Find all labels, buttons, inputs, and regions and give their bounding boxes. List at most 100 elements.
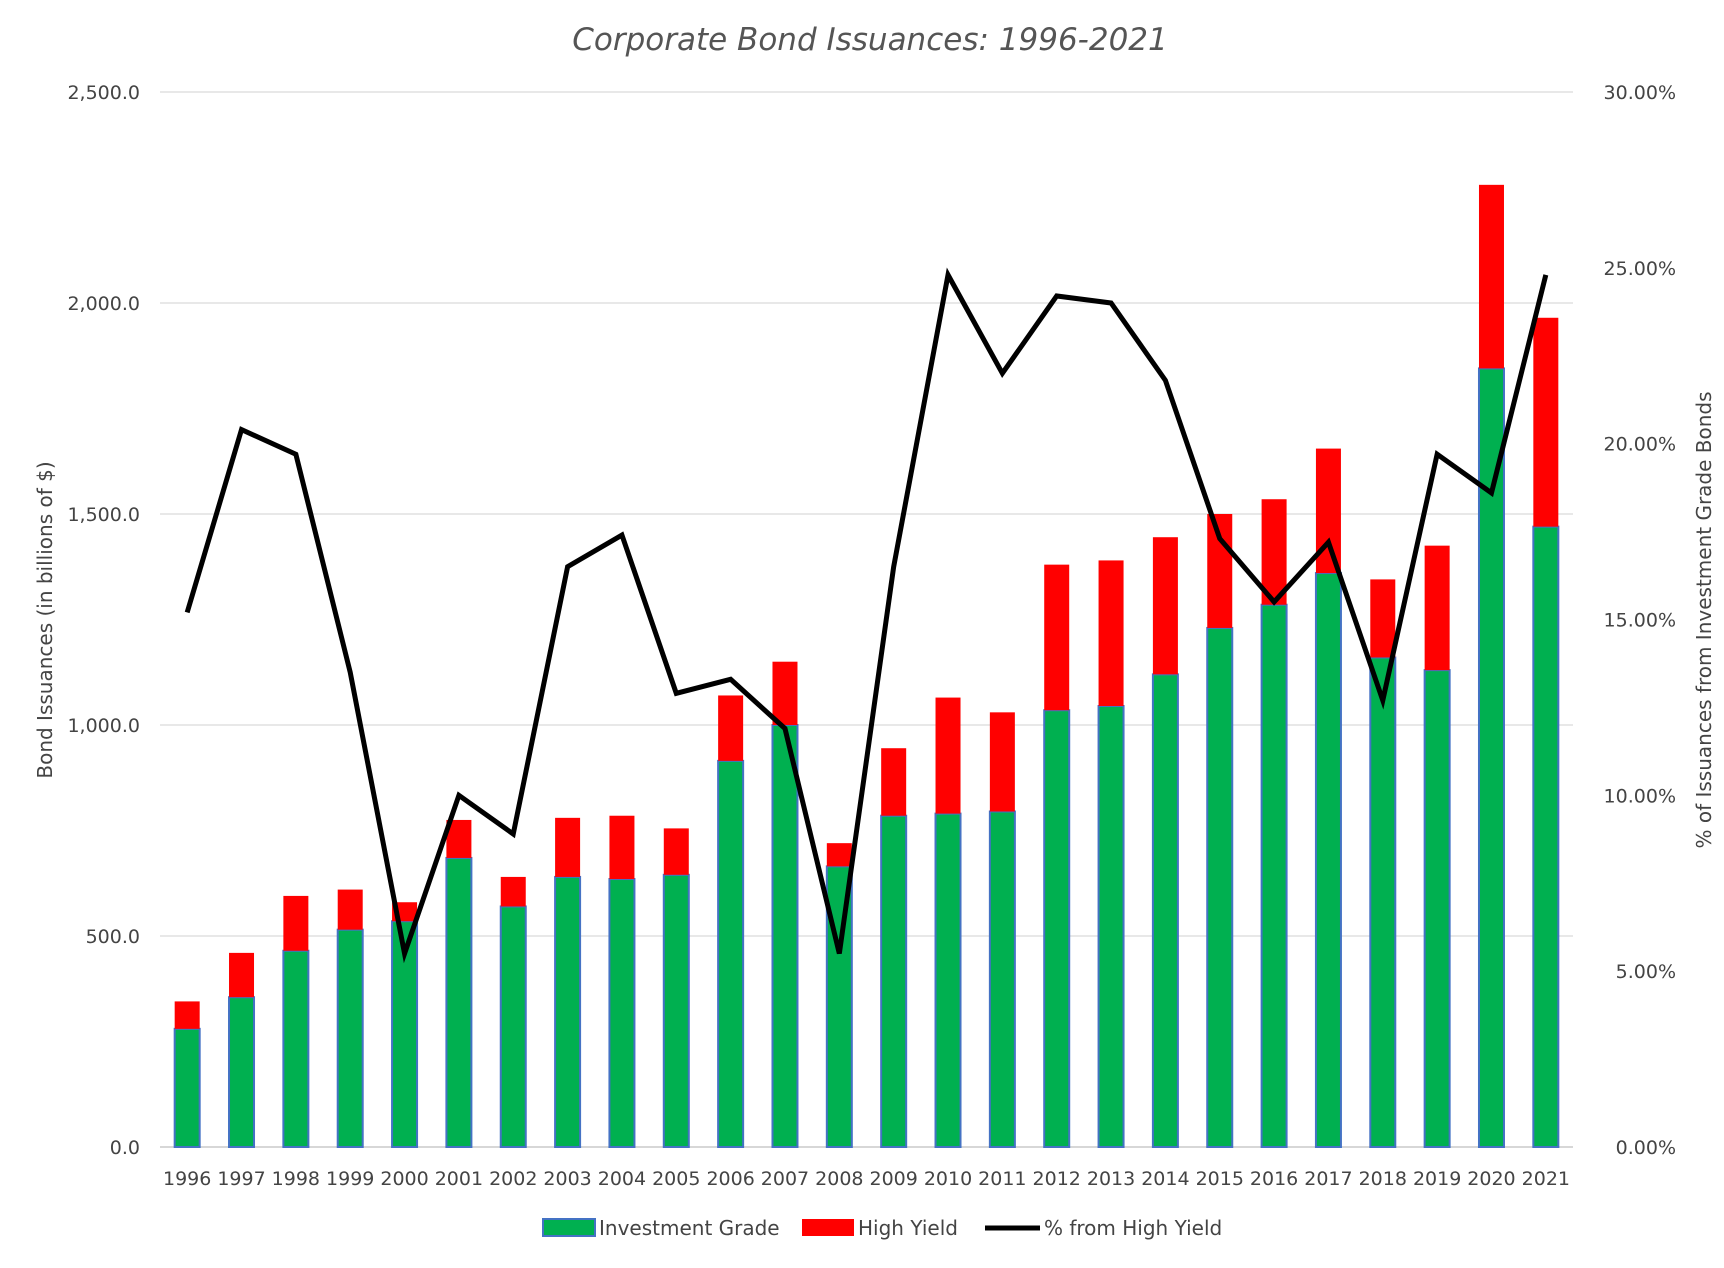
y2-tick-label: 5.00% xyxy=(1616,961,1676,983)
x-tick-label: 2013 xyxy=(1087,1168,1135,1190)
bar-investment-grade xyxy=(880,814,908,1148)
x-tick-label: 2007 xyxy=(761,1168,809,1190)
bar-high-yield xyxy=(555,817,581,877)
bar-high-yield xyxy=(229,952,255,998)
x-axis-tick-labels: 1996 1997 1998 1999 2000 2001 2002 2003 2004 2005… xyxy=(163,1168,1570,1190)
y2-axis-title: % of Issuances from Investment Grade Bon… xyxy=(1692,391,1716,848)
x-tick-label: 2012 xyxy=(1033,1168,1081,1190)
bar-investment-grade xyxy=(336,928,364,1148)
bar-investment-grade xyxy=(1477,367,1505,1149)
x-tick-label: 2014 xyxy=(1141,1168,1189,1190)
bar-investment-grade xyxy=(554,875,582,1148)
bar-high-yield xyxy=(881,748,907,816)
line-pct-high-yield xyxy=(184,267,1549,964)
bar-high-yield xyxy=(1424,545,1450,671)
bar-high-yield xyxy=(1098,560,1124,707)
bar-high-yield xyxy=(772,661,798,725)
x-tick-label: 1998 xyxy=(272,1168,320,1190)
bar-high-yield xyxy=(1261,499,1287,605)
bar-investment-grade xyxy=(282,949,310,1149)
x-tick-label: 2010 xyxy=(924,1168,972,1190)
x-tick-label: 2008 xyxy=(815,1168,863,1190)
x-tick-label: 2009 xyxy=(869,1168,917,1190)
x-tick-label: 2021 xyxy=(1522,1168,1570,1190)
bar-investment-grade xyxy=(662,873,690,1148)
x-tick-label: 2002 xyxy=(489,1168,537,1190)
legend-label-pct-high-yield: % from High Yield xyxy=(1044,1216,1222,1240)
x-tick-label: 1997 xyxy=(217,1168,265,1190)
bar-high-yield xyxy=(935,697,961,814)
y-tick-label: 2,500.0 xyxy=(67,82,140,104)
bar-high-yield xyxy=(283,895,309,951)
x-tick-label: 2004 xyxy=(598,1168,646,1190)
bar-investment-grade xyxy=(1206,626,1234,1148)
bar-investment-grade xyxy=(1097,705,1125,1148)
x-tick-label: 2006 xyxy=(706,1168,754,1190)
bar-investment-grade xyxy=(1151,673,1179,1148)
bar-investment-grade xyxy=(228,996,256,1148)
y-tick-label: 1,000.0 xyxy=(67,715,140,737)
line-layer xyxy=(184,267,1549,964)
y2-tick-label: 30.00% xyxy=(1604,82,1676,104)
x-tick-label: 2001 xyxy=(435,1168,483,1190)
x-tick-label: 2018 xyxy=(1359,1168,1407,1190)
x-tick-label: 2019 xyxy=(1413,1168,1461,1190)
x-tick-label: 2003 xyxy=(543,1168,591,1190)
legend-swatch-high-yield xyxy=(802,1219,854,1236)
y2-tick-label: 0.00% xyxy=(1616,1137,1676,1159)
bar-investment-grade xyxy=(173,1027,201,1148)
x-tick-label: 2015 xyxy=(1196,1168,1244,1190)
y-tick-label: 500.0 xyxy=(86,926,140,948)
chart-title: Corporate Bond Issuances: 1996-2021 xyxy=(572,22,1168,58)
bar-investment-grade xyxy=(1314,572,1342,1148)
bar-high-yield xyxy=(609,815,635,880)
x-tick-label: 2016 xyxy=(1250,1168,1298,1190)
x-tick-label: 2020 xyxy=(1467,1168,1515,1190)
y-tick-label: 2,000.0 xyxy=(67,293,140,315)
bar-investment-grade xyxy=(934,812,962,1148)
bar-high-yield xyxy=(718,695,744,761)
bar-high-yield xyxy=(174,1001,200,1029)
bar-high-yield xyxy=(663,828,689,875)
y-axis-tick-labels: 0.0 500.0 1,000.0 1,500.0 2,000.0 2,500.0 xyxy=(67,82,140,1159)
y-axis-title: Bond Issuances (in billions of $) xyxy=(33,461,57,778)
y2-tick-label: 20.00% xyxy=(1604,434,1676,456)
y2-tick-label: 25.00% xyxy=(1604,258,1676,280)
bar-investment-grade xyxy=(717,759,745,1148)
gridlines xyxy=(160,91,1573,1148)
bar-high-yield xyxy=(826,843,852,867)
bar-high-yield xyxy=(1152,537,1178,675)
x-tick-label: 2000 xyxy=(380,1168,428,1190)
x-tick-label: 2005 xyxy=(652,1168,700,1190)
bar-investment-grade xyxy=(499,905,527,1149)
legend-label-high-yield: High Yield xyxy=(858,1216,958,1240)
bar-high-yield xyxy=(337,889,363,930)
legend-swatch-investment-grade xyxy=(542,1218,596,1237)
bar-layer xyxy=(173,184,1560,1149)
bar-investment-grade xyxy=(1532,525,1560,1148)
bar-investment-grade xyxy=(1043,709,1071,1148)
legend: Investment Grade High Yield % from High Yi… xyxy=(542,1216,1222,1240)
y-tick-label: 0.0 xyxy=(110,1137,140,1159)
bar-investment-grade xyxy=(1260,603,1288,1148)
y2-axis-tick-labels: 0.00% 5.00% 10.00% 15.00% 20.00% 25.00% 30.00% xyxy=(1604,82,1676,1159)
legend-label-investment-grade: Investment Grade xyxy=(599,1216,780,1240)
x-tick-label: 1999 xyxy=(326,1168,374,1190)
bar-investment-grade xyxy=(1369,656,1397,1148)
bar-high-yield xyxy=(1370,579,1396,658)
x-tick-label: 1996 xyxy=(163,1168,211,1190)
bar-high-yield xyxy=(989,712,1015,812)
y-tick-label: 1,500.0 xyxy=(67,504,140,526)
bar-high-yield xyxy=(1478,184,1504,369)
bar-investment-grade xyxy=(445,856,473,1148)
x-tick-label: 2017 xyxy=(1304,1168,1352,1190)
bar-high-yield xyxy=(1533,317,1559,527)
bar-high-yield xyxy=(1044,564,1070,711)
bar-investment-grade xyxy=(988,810,1016,1148)
bar-investment-grade xyxy=(608,878,636,1149)
x-tick-label: 2011 xyxy=(978,1168,1026,1190)
bar-high-yield xyxy=(500,876,526,907)
y2-tick-label: 15.00% xyxy=(1604,610,1676,632)
